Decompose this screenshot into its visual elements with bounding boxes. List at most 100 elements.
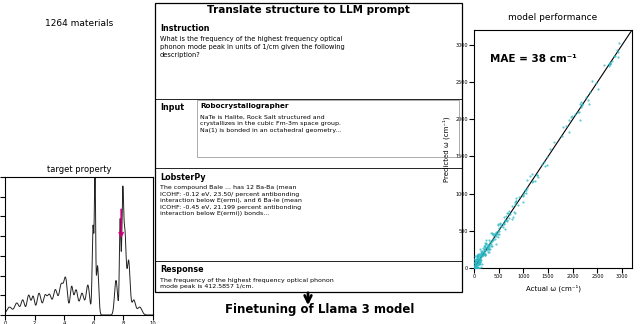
- Point: [473, 255, 483, 260]
- Text: Input: Input: [160, 103, 184, 112]
- Point: [485, 240, 495, 245]
- Point: [479, 245, 490, 250]
- Point: [471, 261, 481, 266]
- Point: [473, 253, 483, 259]
- Point: [513, 195, 524, 200]
- Point: [472, 265, 482, 270]
- Point: [491, 230, 501, 235]
- Point: [472, 256, 482, 261]
- Text: Translate structure to LLM prompt: Translate structure to LLM prompt: [207, 5, 410, 15]
- Point: [542, 162, 552, 167]
- Point: [521, 191, 531, 196]
- Point: [474, 265, 484, 270]
- Point: [525, 174, 535, 179]
- Point: [488, 233, 499, 238]
- Point: [469, 258, 479, 263]
- Point: [540, 163, 550, 168]
- Point: [472, 265, 482, 270]
- Point: [502, 211, 513, 216]
- Point: [474, 251, 484, 257]
- Point: [473, 254, 483, 259]
- Point: [474, 258, 484, 263]
- Text: LobsterPy: LobsterPy: [160, 173, 205, 182]
- Text: NaTe is Halite, Rock Salt structured and
crystallizes in the cubic Fm-3m space g: NaTe is Halite, Rock Salt structured and…: [200, 115, 342, 133]
- Point: [533, 174, 543, 179]
- Point: [479, 243, 489, 249]
- Point: [479, 251, 490, 257]
- Point: [472, 253, 483, 258]
- Point: [511, 196, 521, 201]
- Point: [470, 260, 480, 265]
- Point: [470, 261, 481, 267]
- Point: [502, 218, 513, 223]
- Point: [573, 110, 584, 115]
- Point: [479, 245, 490, 250]
- Point: [491, 234, 501, 239]
- Point: [470, 262, 481, 267]
- Point: [470, 259, 480, 264]
- Point: [567, 114, 577, 119]
- Point: [493, 234, 504, 239]
- Point: [471, 265, 481, 270]
- Point: [481, 242, 491, 247]
- Point: [491, 229, 501, 235]
- Point: [477, 252, 488, 257]
- Point: [483, 243, 493, 248]
- Point: [482, 245, 492, 250]
- Point: [498, 224, 508, 229]
- Point: [474, 260, 484, 265]
- Point: [470, 265, 480, 270]
- Point: [549, 139, 559, 145]
- Point: [484, 249, 494, 255]
- Point: [472, 265, 482, 270]
- Point: [484, 243, 494, 248]
- Point: [511, 198, 521, 203]
- Point: [527, 179, 538, 184]
- Point: [470, 257, 481, 262]
- Point: [494, 232, 504, 237]
- Point: [518, 192, 528, 198]
- Point: [488, 232, 498, 237]
- Point: [495, 223, 506, 228]
- Point: [475, 257, 485, 262]
- Point: [537, 162, 547, 167]
- Point: [480, 247, 490, 252]
- Point: [504, 208, 515, 213]
- Point: [500, 227, 510, 232]
- Point: [604, 61, 614, 66]
- Point: [475, 261, 485, 267]
- Point: [485, 244, 495, 249]
- Point: [495, 222, 505, 227]
- Point: [583, 97, 593, 102]
- Point: [593, 87, 603, 92]
- Text: 1264 materials: 1264 materials: [45, 19, 113, 29]
- Point: [469, 264, 479, 269]
- Point: [520, 187, 531, 192]
- Point: [476, 251, 486, 257]
- Point: [499, 220, 509, 225]
- Point: [472, 262, 483, 267]
- Point: [469, 261, 479, 266]
- Text: target property: target property: [47, 165, 111, 174]
- Point: [484, 246, 494, 251]
- Text: Response: Response: [160, 265, 204, 274]
- Point: [483, 242, 493, 247]
- Point: [532, 173, 542, 178]
- Point: [487, 244, 497, 249]
- Point: [494, 229, 504, 234]
- Point: [499, 214, 509, 220]
- Point: [473, 261, 483, 266]
- Point: [474, 265, 484, 270]
- Point: [575, 117, 585, 122]
- Point: [477, 261, 487, 267]
- Point: [472, 253, 482, 258]
- Point: [469, 265, 479, 270]
- Point: [472, 254, 483, 260]
- Point: [508, 210, 518, 215]
- Text: model performance: model performance: [508, 13, 598, 22]
- Point: [492, 231, 502, 236]
- Point: [472, 252, 483, 257]
- Point: [484, 242, 494, 248]
- Point: [469, 264, 479, 269]
- Text: Finetuning of Llama 3 model: Finetuning of Llama 3 model: [225, 303, 415, 316]
